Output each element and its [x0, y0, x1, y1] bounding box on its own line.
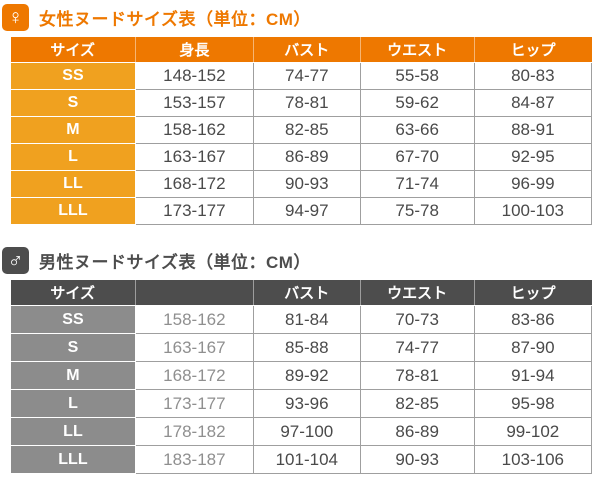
measurement-cell: 96-99 [473, 170, 593, 198]
measurement-cell: 84-87 [473, 89, 593, 117]
size-row-ll: LL 168-172 90-93 71-74 96-99 [10, 170, 593, 198]
measurement-cell: 163-167 [134, 333, 254, 362]
size-row-s: S 153-157 78-81 59-62 84-87 [10, 89, 593, 117]
size-row-s: S 163-167 85-88 74-77 87-90 [10, 333, 593, 362]
size-cell: LL [10, 170, 136, 198]
measurement-cell: 163-167 [134, 143, 254, 171]
size-cell: LLL [10, 197, 136, 225]
size-cell: SS [10, 62, 136, 90]
column-header: ウエスト [360, 37, 475, 63]
measurement-cell: 70-73 [359, 305, 475, 334]
column-header: ウエスト [360, 280, 475, 306]
size-cell: LL [10, 417, 136, 446]
measurement-cell: 63-66 [359, 116, 475, 144]
size-row-ll: LL 178-182 97-100 86-89 99-102 [10, 417, 593, 446]
measurement-cell: 85-88 [252, 333, 361, 362]
measurement-cell: 86-89 [252, 143, 361, 171]
male-icon: ♂ [2, 247, 29, 274]
size-cell: S [10, 89, 136, 117]
size-row-m: M 158-162 82-85 63-66 88-91 [10, 116, 593, 144]
column-header: ヒップ [474, 280, 592, 306]
measurement-cell: 67-70 [359, 143, 475, 171]
male-size-section: ♂ 男性ヌードサイズ表（単位：CM） サイズ バスト ウエスト ヒップ SS 158-1… [0, 246, 600, 474]
male-size-table: サイズ バスト ウエスト ヒップ SS 158-162 81-84 70-73 83-86 S 1… [10, 280, 593, 474]
column-header: サイズ [10, 37, 136, 63]
measurement-cell: 103-106 [473, 445, 593, 474]
measurement-cell: 82-85 [359, 389, 475, 418]
measurement-cell: 93-96 [252, 389, 361, 418]
size-cell: M [10, 116, 136, 144]
measurement-cell: 90-93 [252, 170, 361, 198]
measurement-cell: 153-157 [134, 89, 254, 117]
male-header-row: サイズ バスト ウエスト ヒップ [10, 280, 592, 306]
measurement-cell: 75-78 [359, 197, 475, 225]
measurement-cell: 99-102 [473, 417, 593, 446]
measurement-cell: 74-77 [359, 333, 475, 362]
female-header-row: サイズ 身長 バスト ウエスト ヒップ [10, 37, 592, 63]
measurement-cell: 183-187 [134, 445, 254, 474]
male-section-title: ♂ 男性ヌードサイズ表（単位：CM） [2, 246, 600, 275]
column-header: バスト [253, 280, 361, 306]
measurement-cell: 100-103 [473, 197, 593, 225]
measurement-cell: 78-81 [252, 89, 361, 117]
measurement-cell: 59-62 [359, 89, 475, 117]
size-row-l: L 163-167 86-89 67-70 92-95 [10, 143, 593, 171]
measurement-cell: 92-95 [473, 143, 593, 171]
column-header [135, 280, 254, 306]
size-row-lll: LLL 183-187 101-104 90-93 103-106 [10, 445, 593, 474]
measurement-cell: 95-98 [473, 389, 593, 418]
measurement-cell: 87-90 [473, 333, 593, 362]
female-icon: ♀ [2, 4, 29, 31]
measurement-cell: 81-84 [252, 305, 361, 334]
male-table-title: 男性ヌードサイズ表（単位：CM） [39, 253, 311, 272]
measurement-cell: 86-89 [359, 417, 475, 446]
column-header: 身長 [135, 37, 254, 63]
measurement-cell: 148-152 [134, 62, 254, 90]
measurement-cell: 97-100 [252, 417, 361, 446]
measurement-cell: 82-85 [252, 116, 361, 144]
measurement-cell: 89-92 [252, 361, 361, 390]
measurement-cell: 83-86 [473, 305, 593, 334]
size-cell: S [10, 333, 136, 362]
size-row-ss: SS 148-152 74-77 55-58 80-83 [10, 62, 593, 90]
column-header: バスト [253, 37, 361, 63]
measurement-cell: 55-58 [359, 62, 475, 90]
size-cell: L [10, 143, 136, 171]
size-cell: M [10, 361, 136, 390]
measurement-cell: 101-104 [252, 445, 361, 474]
measurement-cell: 74-77 [252, 62, 361, 90]
size-cell: LLL [10, 445, 136, 474]
measurement-cell: 158-162 [134, 116, 254, 144]
female-section-title: ♀ 女性ヌードサイズ表（単位：CM） [2, 3, 600, 32]
measurement-cell: 71-74 [359, 170, 475, 198]
measurement-cell: 173-177 [134, 197, 254, 225]
column-header: ヒップ [474, 37, 592, 63]
measurement-cell: 158-162 [134, 305, 254, 334]
measurement-cell: 88-91 [473, 116, 593, 144]
female-size-table: サイズ 身長 バスト ウエスト ヒップ SS 148-152 74-77 55-58 80-83… [10, 37, 593, 225]
measurement-cell: 78-81 [359, 361, 475, 390]
measurement-cell: 178-182 [134, 417, 254, 446]
size-cell: L [10, 389, 136, 418]
size-cell: SS [10, 305, 136, 334]
size-row-lll: LLL 173-177 94-97 75-78 100-103 [10, 197, 593, 225]
column-header: サイズ [10, 280, 136, 306]
measurement-cell: 90-93 [359, 445, 475, 474]
measurement-cell: 168-172 [134, 170, 254, 198]
measurement-cell: 80-83 [473, 62, 593, 90]
measurement-cell: 173-177 [134, 389, 254, 418]
measurement-cell: 94-97 [252, 197, 361, 225]
female-table-title: 女性ヌードサイズ表（単位：CM） [39, 10, 311, 29]
size-row-l: L 173-177 93-96 82-85 95-98 [10, 389, 593, 418]
size-row-m: M 168-172 89-92 78-81 91-94 [10, 361, 593, 390]
female-size-section: ♀ 女性ヌードサイズ表（単位：CM） サイズ 身長 バスト ウエスト ヒップ SS 148… [0, 3, 600, 225]
size-row-ss: SS 158-162 81-84 70-73 83-86 [10, 305, 593, 334]
measurement-cell: 91-94 [473, 361, 593, 390]
measurement-cell: 168-172 [134, 361, 254, 390]
